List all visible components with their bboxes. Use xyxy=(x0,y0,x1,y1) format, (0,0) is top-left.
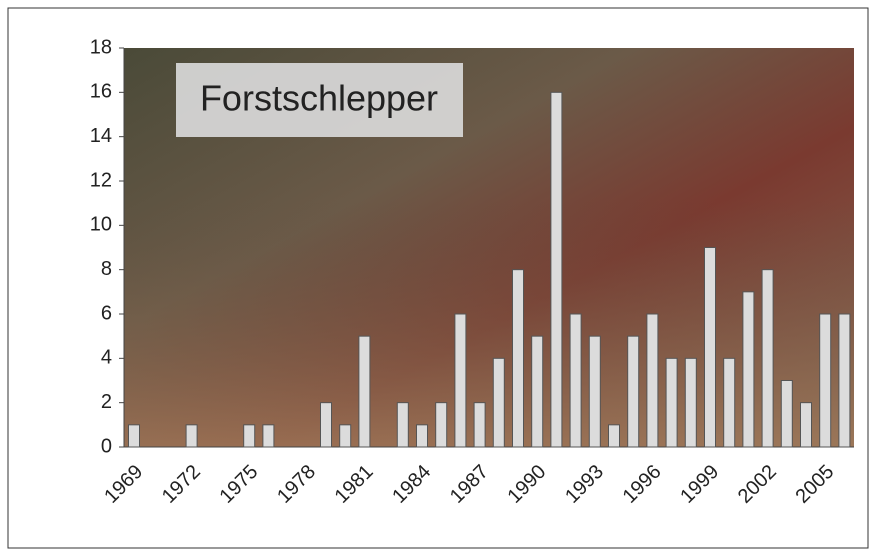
bar xyxy=(244,425,255,447)
bar xyxy=(705,248,716,448)
bar xyxy=(801,403,812,447)
page: Forstschlepper 0246810121416181969197219… xyxy=(0,0,875,551)
bar xyxy=(628,336,639,447)
bar xyxy=(436,403,447,447)
y-tick-label: 2 xyxy=(101,391,112,413)
bar xyxy=(417,425,428,447)
y-tick-label: 6 xyxy=(101,302,112,324)
bar xyxy=(762,270,773,447)
y-tick-label: 14 xyxy=(90,125,112,147)
y-tick-label: 16 xyxy=(90,81,112,103)
bar xyxy=(186,425,197,447)
bar xyxy=(513,270,524,447)
chart-title: Forstschlepper xyxy=(200,78,438,119)
bar xyxy=(359,336,370,447)
y-tick-label: 0 xyxy=(101,435,112,457)
bar xyxy=(570,314,581,447)
bar xyxy=(474,403,485,447)
bar xyxy=(340,425,351,447)
bar xyxy=(532,336,543,447)
bar xyxy=(551,92,562,447)
bar xyxy=(743,292,754,447)
y-tick-label: 12 xyxy=(90,169,112,191)
bar xyxy=(263,425,274,447)
bar xyxy=(129,425,140,447)
bar xyxy=(839,314,850,447)
bar xyxy=(589,336,600,447)
bar xyxy=(321,403,332,447)
bar xyxy=(493,358,504,447)
bar xyxy=(820,314,831,447)
bar xyxy=(609,425,620,447)
bar xyxy=(724,358,735,447)
bar xyxy=(397,403,408,447)
y-tick-label: 18 xyxy=(90,36,112,58)
bar xyxy=(455,314,466,447)
chart: Forstschlepper 0246810121416181969197219… xyxy=(0,0,875,551)
bar xyxy=(685,358,696,447)
y-tick-label: 8 xyxy=(101,258,112,280)
bar xyxy=(647,314,658,447)
bar xyxy=(781,381,792,448)
y-tick-label: 4 xyxy=(101,347,112,369)
bar xyxy=(666,358,677,447)
y-tick-label: 10 xyxy=(90,214,112,236)
